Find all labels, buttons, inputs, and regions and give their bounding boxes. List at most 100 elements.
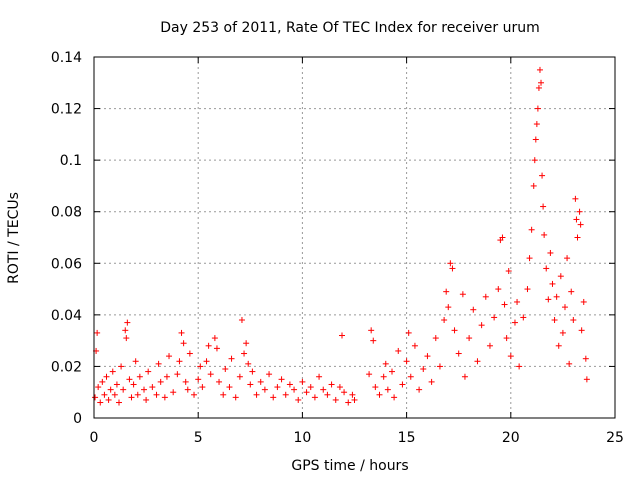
data-point xyxy=(211,335,218,342)
data-point xyxy=(528,226,535,233)
data-point xyxy=(432,335,439,342)
data-point xyxy=(524,286,531,293)
data-point xyxy=(328,381,335,388)
data-point xyxy=(118,363,125,370)
data-point xyxy=(123,335,130,342)
data-point xyxy=(389,368,396,375)
data-point xyxy=(574,234,581,241)
data-point xyxy=(461,373,468,380)
data-point xyxy=(578,327,585,334)
data-point xyxy=(238,317,245,324)
data-point xyxy=(503,335,510,342)
data-point xyxy=(572,195,579,202)
data-point xyxy=(345,399,352,406)
data-point xyxy=(399,381,406,388)
x-tick-label: 5 xyxy=(194,430,203,446)
data-point xyxy=(351,396,358,403)
y-tick-label: 0 xyxy=(73,411,82,427)
data-point xyxy=(405,329,412,336)
data-point xyxy=(120,386,127,393)
data-point xyxy=(391,394,398,401)
data-point xyxy=(370,337,377,344)
data-point xyxy=(213,345,220,352)
data-point xyxy=(249,368,256,375)
data-point xyxy=(545,296,552,303)
data-point xyxy=(478,322,485,329)
data-point xyxy=(445,304,452,311)
data-point xyxy=(403,358,410,365)
data-point xyxy=(561,304,568,311)
data-point xyxy=(505,268,512,275)
data-point xyxy=(543,265,550,272)
data-point xyxy=(514,298,521,305)
data-point xyxy=(382,360,389,367)
data-point xyxy=(541,231,548,238)
data-point xyxy=(466,335,473,342)
data-point xyxy=(559,329,566,336)
data-point xyxy=(122,327,129,334)
data-point xyxy=(126,376,133,383)
data-point xyxy=(424,353,431,360)
data-point xyxy=(582,355,589,362)
data-point xyxy=(449,265,456,272)
data-point xyxy=(336,384,343,391)
data-point xyxy=(184,386,191,393)
data-point xyxy=(245,360,252,367)
y-tick-label: 0.08 xyxy=(51,205,82,221)
data-point xyxy=(549,280,556,287)
data-point xyxy=(149,384,156,391)
data-point xyxy=(557,273,564,280)
data-point xyxy=(161,394,168,401)
data-point xyxy=(266,371,273,378)
chart-title: Day 253 of 2011, Rate Of TEC Index for r… xyxy=(160,20,540,36)
data-point xyxy=(299,378,306,385)
data-point xyxy=(536,66,543,73)
x-tick-label: 15 xyxy=(398,430,416,446)
data-point xyxy=(226,384,233,391)
data-point xyxy=(163,373,170,380)
data-point xyxy=(132,358,139,365)
data-point xyxy=(291,386,298,393)
data-point xyxy=(407,373,414,380)
data-point xyxy=(316,373,323,380)
data-point xyxy=(428,378,435,385)
data-point xyxy=(176,358,183,365)
y-axis-label: ROTI / TECUs xyxy=(6,192,22,284)
data-point xyxy=(270,394,277,401)
data-point xyxy=(532,136,539,143)
axis-ticks xyxy=(93,56,616,419)
data-point xyxy=(539,172,546,179)
plot-frame xyxy=(93,56,616,419)
data-point xyxy=(228,355,235,362)
data-point xyxy=(455,350,462,357)
data-point xyxy=(372,384,379,391)
data-point xyxy=(111,391,118,398)
data-point xyxy=(368,327,375,334)
x-axis-label: GPS time / hours xyxy=(291,458,408,474)
scatter-points xyxy=(92,66,590,406)
data-point xyxy=(134,391,141,398)
data-point xyxy=(197,363,204,370)
y-tick-label: 0.12 xyxy=(51,102,82,118)
data-point xyxy=(136,373,143,380)
data-point xyxy=(577,221,584,228)
data-point xyxy=(553,293,560,300)
data-point xyxy=(411,342,418,349)
data-point xyxy=(295,396,302,403)
data-point xyxy=(531,157,538,164)
data-point xyxy=(338,332,345,339)
y-tick-label: 0.04 xyxy=(51,308,82,324)
data-point xyxy=(195,376,202,383)
data-point xyxy=(157,378,164,385)
data-point xyxy=(491,314,498,321)
data-point xyxy=(447,260,454,267)
data-point xyxy=(311,394,318,401)
data-point xyxy=(349,391,356,398)
data-point xyxy=(141,386,148,393)
data-point xyxy=(530,182,537,189)
data-point xyxy=(376,391,383,398)
data-point xyxy=(92,394,99,401)
data-point xyxy=(547,249,554,256)
data-point xyxy=(241,350,248,357)
data-point xyxy=(94,329,101,336)
